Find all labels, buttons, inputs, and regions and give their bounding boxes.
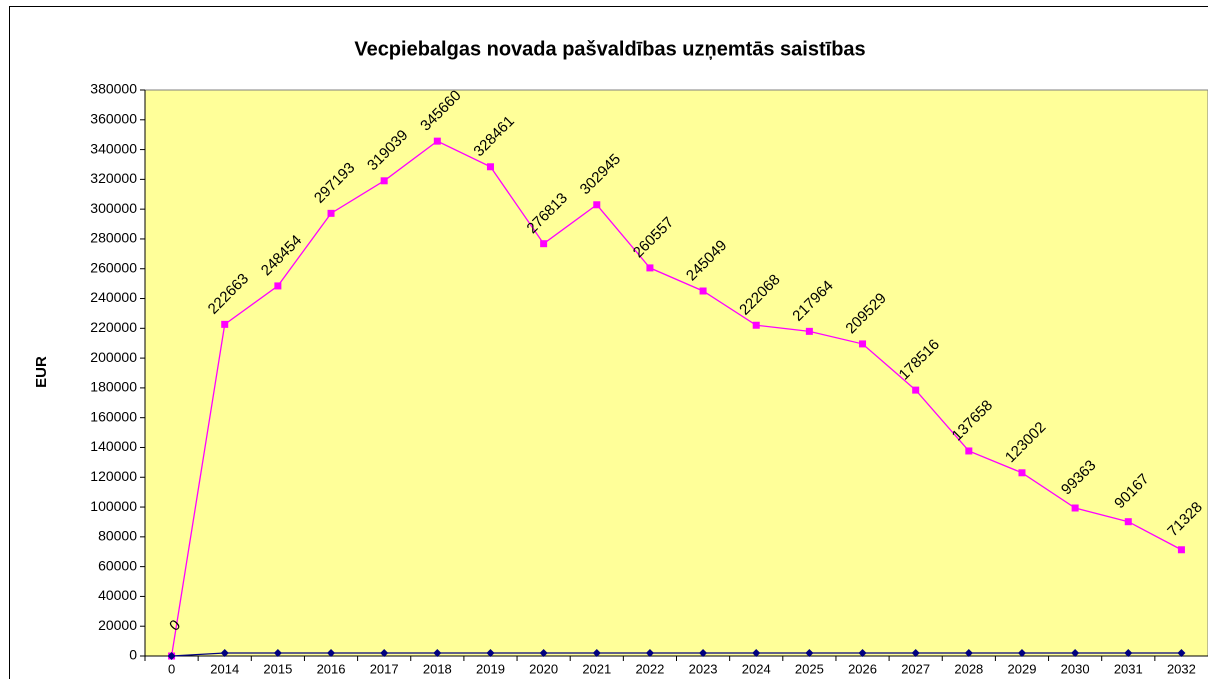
marker [1177,546,1185,554]
y-tick-label: 320000 [90,170,137,186]
marker [752,649,761,658]
x-tick-label: 2022 [635,661,664,676]
x-tick-label: 2031 [1114,661,1143,676]
marker [167,652,176,660]
x-tick-label: 2021 [582,661,611,676]
marker [540,240,548,248]
series-line [171,652,1182,657]
marker [539,649,548,658]
marker [965,447,973,455]
x-tick-label: 2030 [1061,661,1090,676]
x-tick-label: 2015 [263,661,292,676]
marker [1177,649,1186,658]
x-tick-label: 2032 [1167,661,1196,676]
marker [911,649,920,658]
y-tick-label: 120000 [90,468,137,484]
marker [592,649,601,658]
x-tick-label: 2019 [476,661,505,676]
marker [645,649,654,658]
x-tick-label: 2016 [317,661,346,676]
marker [858,649,867,658]
y-tick-label: 140000 [90,438,137,454]
x-tick-label: 2023 [689,661,718,676]
marker [273,649,282,658]
x-tick-label: 2014 [210,661,239,676]
marker [1071,649,1080,658]
marker [805,649,814,658]
x-tick-label: 2020 [529,661,558,676]
x-tick-label: 2025 [795,661,824,676]
y-tick-label: 0 [129,647,137,663]
y-tick-label: 60000 [98,557,137,573]
y-axis-title: EUR [33,356,50,388]
marker [327,649,336,658]
y-tick-label: 100000 [90,498,137,514]
marker [380,649,389,658]
y-tick-label: 300000 [90,200,137,216]
marker [1124,518,1132,526]
marker [433,137,441,145]
y-tick-label: 220000 [90,319,137,335]
marker [699,287,707,295]
x-tick-label: 2027 [901,661,930,676]
x-tick-label: 2024 [742,661,771,676]
plot-area [144,89,1208,657]
marker [1124,649,1133,658]
marker [912,386,920,394]
marker [274,282,282,290]
y-tick-label: 380000 [90,81,137,97]
marker [859,340,867,348]
marker [1017,649,1026,658]
marker [486,163,494,171]
y-tick-label: 240000 [90,289,137,305]
series-line [170,140,1182,657]
y-tick-label: 260000 [90,259,137,275]
marker [1018,469,1026,477]
marker [699,649,708,658]
x-tick-label: 2018 [423,661,452,676]
x-tick-label: 0 [168,661,175,676]
y-tick-label: 180000 [90,379,137,395]
marker [380,177,388,185]
marker [593,201,601,209]
x-tick-label: 2029 [1008,661,1037,676]
marker [646,264,654,272]
y-tick-label: 200000 [90,349,137,365]
marker [752,321,760,329]
y-tick-label: 160000 [90,408,137,424]
y-tick-label: 340000 [90,140,137,156]
y-tick-label: 80000 [98,528,137,544]
y-tick-label: 20000 [98,617,137,633]
y-tick-label: 280000 [90,230,137,246]
x-tick-label: 2028 [954,661,983,676]
marker [433,649,442,658]
x-tick-label: 2026 [848,661,877,676]
marker [805,327,813,335]
x-tick-label: 2017 [370,661,399,676]
marker [486,649,495,658]
marker [327,209,335,217]
chart-title: Vecpiebalgas novada pašvaldības uzņemtās… [354,38,865,60]
marker [964,649,973,658]
y-tick-label: 360000 [90,110,137,126]
marker [220,649,229,658]
y-tick-label: 40000 [98,587,137,603]
marker [221,320,229,328]
marker [1071,504,1079,512]
